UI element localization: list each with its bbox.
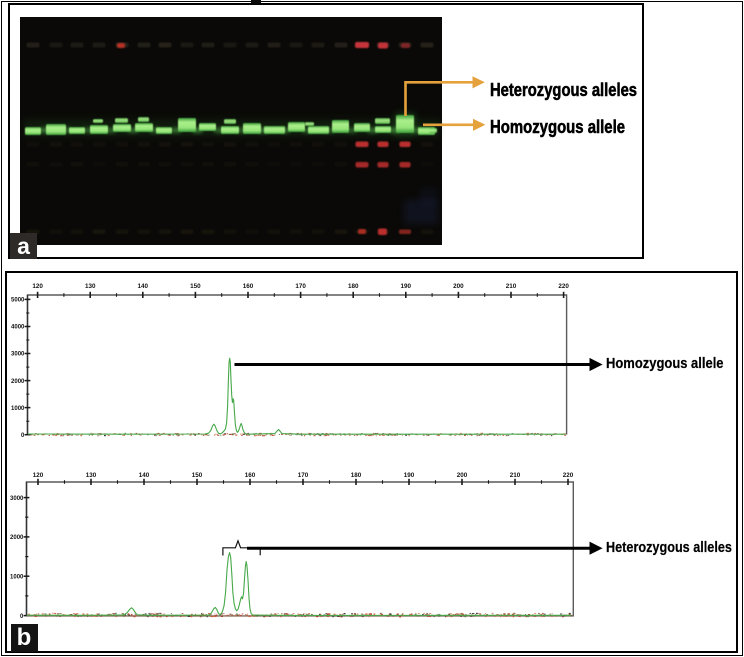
svg-text:3000: 3000: [10, 496, 24, 502]
svg-text:210: 210: [510, 472, 521, 479]
svg-text:200: 200: [453, 283, 464, 290]
svg-text:1000: 1000: [11, 406, 25, 412]
svg-text:140: 140: [138, 283, 149, 290]
svg-text:220: 220: [558, 283, 569, 290]
svg-text:150: 150: [190, 283, 201, 290]
svg-text:2000: 2000: [11, 379, 25, 385]
svg-text:130: 130: [86, 472, 97, 479]
svg-text:190: 190: [401, 283, 412, 290]
svg-text:170: 170: [295, 283, 306, 290]
svg-text:0: 0: [20, 614, 24, 620]
svg-text:5000: 5000: [11, 298, 25, 304]
svg-text:170: 170: [298, 472, 309, 479]
svg-text:120: 120: [33, 472, 44, 479]
svg-text:1000: 1000: [10, 575, 24, 581]
svg-text:180: 180: [348, 283, 359, 290]
svg-text:180: 180: [351, 472, 362, 479]
svg-text:120: 120: [32, 283, 43, 290]
svg-text:140: 140: [139, 472, 150, 479]
svg-text:3000: 3000: [11, 352, 25, 358]
svg-text:2000: 2000: [10, 535, 24, 541]
svg-text:130: 130: [85, 283, 96, 290]
svg-text:150: 150: [192, 472, 203, 479]
svg-text:160: 160: [245, 472, 256, 479]
svg-text:4000: 4000: [11, 325, 25, 331]
svg-text:200: 200: [457, 472, 468, 479]
svg-text:190: 190: [404, 472, 415, 479]
svg-text:160: 160: [243, 283, 254, 290]
svg-text:220: 220: [563, 472, 574, 479]
svg-text:210: 210: [506, 283, 517, 290]
svg-text:0: 0: [21, 433, 25, 439]
